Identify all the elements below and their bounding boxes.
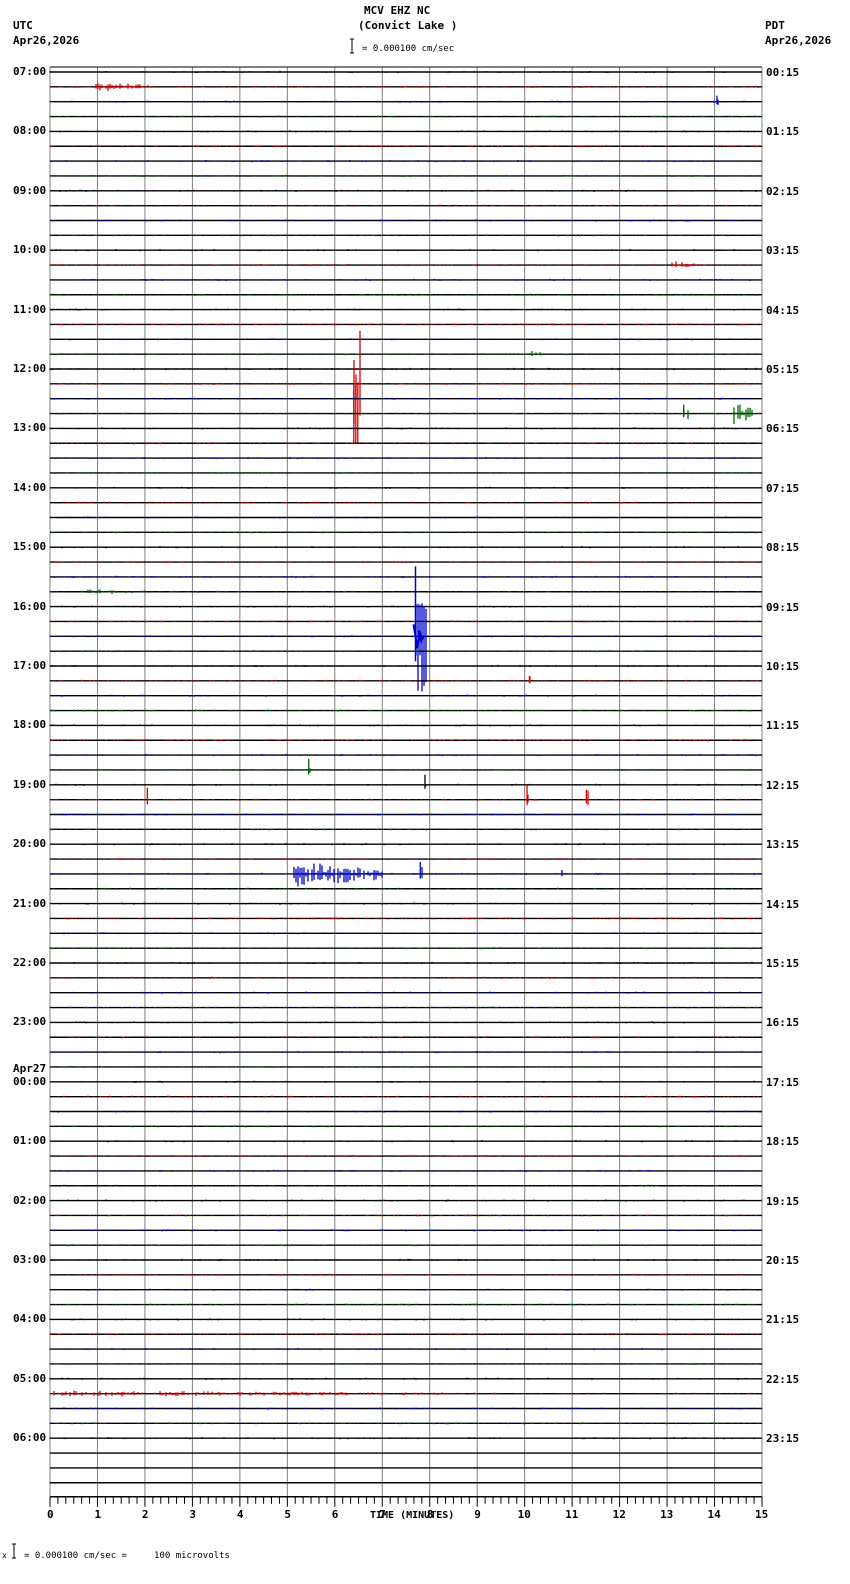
utc-hour-label: 23:00 bbox=[13, 1015, 47, 1029]
pdt-hour-label: 20:15 bbox=[766, 1254, 800, 1267]
pdt-hour-label: 21:15 bbox=[766, 1313, 800, 1327]
right-timezone: PDT bbox=[765, 19, 785, 32]
x-tick-label: 7 bbox=[379, 1507, 386, 1521]
left-date: Apr26,2026 bbox=[13, 34, 80, 47]
utc-hour-label: 17:00 bbox=[13, 659, 47, 672]
pdt-hour-label: 06:15 bbox=[766, 422, 800, 436]
pdt-hour-label: 03:15 bbox=[766, 244, 800, 258]
pdt-hour-label: 17:15 bbox=[766, 1075, 800, 1089]
x-tick-label: 5 bbox=[284, 1507, 291, 1521]
location-title: (Convict Lake ) bbox=[358, 19, 458, 32]
utc-hour-label: 09:00 bbox=[13, 183, 47, 197]
utc-hour-label: 02:00 bbox=[13, 1193, 47, 1207]
utc-hour-label: 04:00 bbox=[13, 1312, 47, 1326]
pdt-hour-label: 07:15 bbox=[766, 481, 800, 495]
utc-hour-label: 20:00 bbox=[13, 837, 47, 851]
pdt-hour-label: 11:15 bbox=[766, 719, 800, 733]
pdt-hour-label: 15:15 bbox=[766, 957, 800, 970]
pdt-hour-label: 01:15 bbox=[766, 125, 800, 139]
scale-bar-icon bbox=[350, 38, 354, 54]
utc-hour-label: 11:00 bbox=[13, 302, 47, 316]
utc-hour-label: 12:00 bbox=[13, 362, 47, 375]
utc-hour-label: 06:00 bbox=[13, 1431, 47, 1445]
pdt-hour-label: 08:15 bbox=[766, 541, 800, 555]
pdt-hour-label: 18:15 bbox=[766, 1135, 800, 1149]
x-tick-label: 10 bbox=[517, 1507, 531, 1521]
x-tick-label: 13 bbox=[660, 1507, 674, 1521]
utc-hour-label: 15:00 bbox=[13, 540, 47, 554]
utc-hour-label: 10:00 bbox=[13, 243, 47, 257]
utc-hour-label: 14:00 bbox=[13, 480, 47, 494]
x-tick-label: 4 bbox=[236, 1507, 244, 1521]
pdt-hour-label: 04:15 bbox=[766, 303, 800, 317]
pdt-hour-label: 00:15 bbox=[766, 66, 800, 79]
pdt-hour-label: 19:15 bbox=[766, 1194, 800, 1208]
x-tick-label: 1 bbox=[94, 1507, 102, 1521]
utc-hour-label: 03:00 bbox=[13, 1253, 47, 1266]
left-timezone: UTC bbox=[13, 19, 33, 32]
pdt-hour-label: 02:15 bbox=[766, 184, 800, 198]
x-tick-label: 3 bbox=[189, 1507, 197, 1521]
utc-date-label: Apr27 bbox=[13, 1061, 47, 1075]
right-date: Apr26,2026 bbox=[765, 34, 832, 47]
pdt-hour-label: 23:15 bbox=[766, 1432, 800, 1446]
utc-hour-label: 08:00 bbox=[13, 124, 47, 138]
x-tick-label: 2 bbox=[141, 1507, 149, 1521]
utc-hour-label: 19:00 bbox=[13, 777, 47, 791]
pdt-hour-label: 05:15 bbox=[766, 363, 800, 376]
utc-hour-label: 18:00 bbox=[13, 718, 47, 732]
pdt-hour-label: 12:15 bbox=[766, 778, 800, 792]
utc-hour-label: 22:00 bbox=[13, 956, 47, 969]
utc-hour-label: 13:00 bbox=[13, 421, 47, 435]
x-tick-label: 11 bbox=[565, 1507, 579, 1521]
footer-prefix: x bbox=[2, 1551, 7, 1560]
pdt-hour-label: 22:15 bbox=[766, 1372, 800, 1386]
footer-scale-text: = 0.000100 cm/sec = 100 microvolts bbox=[24, 1551, 230, 1561]
station-title: MCV EHZ NC bbox=[364, 4, 431, 17]
utc-hour-label: 01:00 bbox=[13, 1134, 47, 1148]
x-tick-label: 15 bbox=[755, 1507, 769, 1521]
x-tick-label: 8 bbox=[426, 1507, 434, 1521]
footer-scale-bar-icon bbox=[12, 1543, 16, 1559]
x-tick-label: 6 bbox=[331, 1507, 339, 1521]
utc-hour-label: 05:00 bbox=[13, 1371, 47, 1385]
x-tick-label: 12 bbox=[612, 1507, 626, 1521]
utc-hour-label: 07:00 bbox=[13, 65, 47, 78]
pdt-hour-label: 09:15 bbox=[766, 600, 800, 614]
x-tick-label: 14 bbox=[707, 1507, 721, 1521]
x-axis-label: TIME (MINUTES) bbox=[370, 1510, 455, 1521]
x-tick-label: 0 bbox=[47, 1507, 54, 1521]
utc-hour-label: 00:00 bbox=[13, 1074, 47, 1088]
x-tick-label: 9 bbox=[474, 1507, 481, 1521]
pdt-hour-label: 13:15 bbox=[766, 838, 800, 852]
pdt-hour-label: 10:15 bbox=[766, 660, 800, 673]
scale-text: = 0.000100 cm/sec bbox=[362, 44, 455, 54]
pdt-hour-label: 14:15 bbox=[766, 897, 800, 911]
pdt-hour-label: 16:15 bbox=[766, 1016, 800, 1030]
utc-hour-label: 21:00 bbox=[13, 896, 47, 910]
utc-hour-label: 16:00 bbox=[13, 599, 47, 613]
